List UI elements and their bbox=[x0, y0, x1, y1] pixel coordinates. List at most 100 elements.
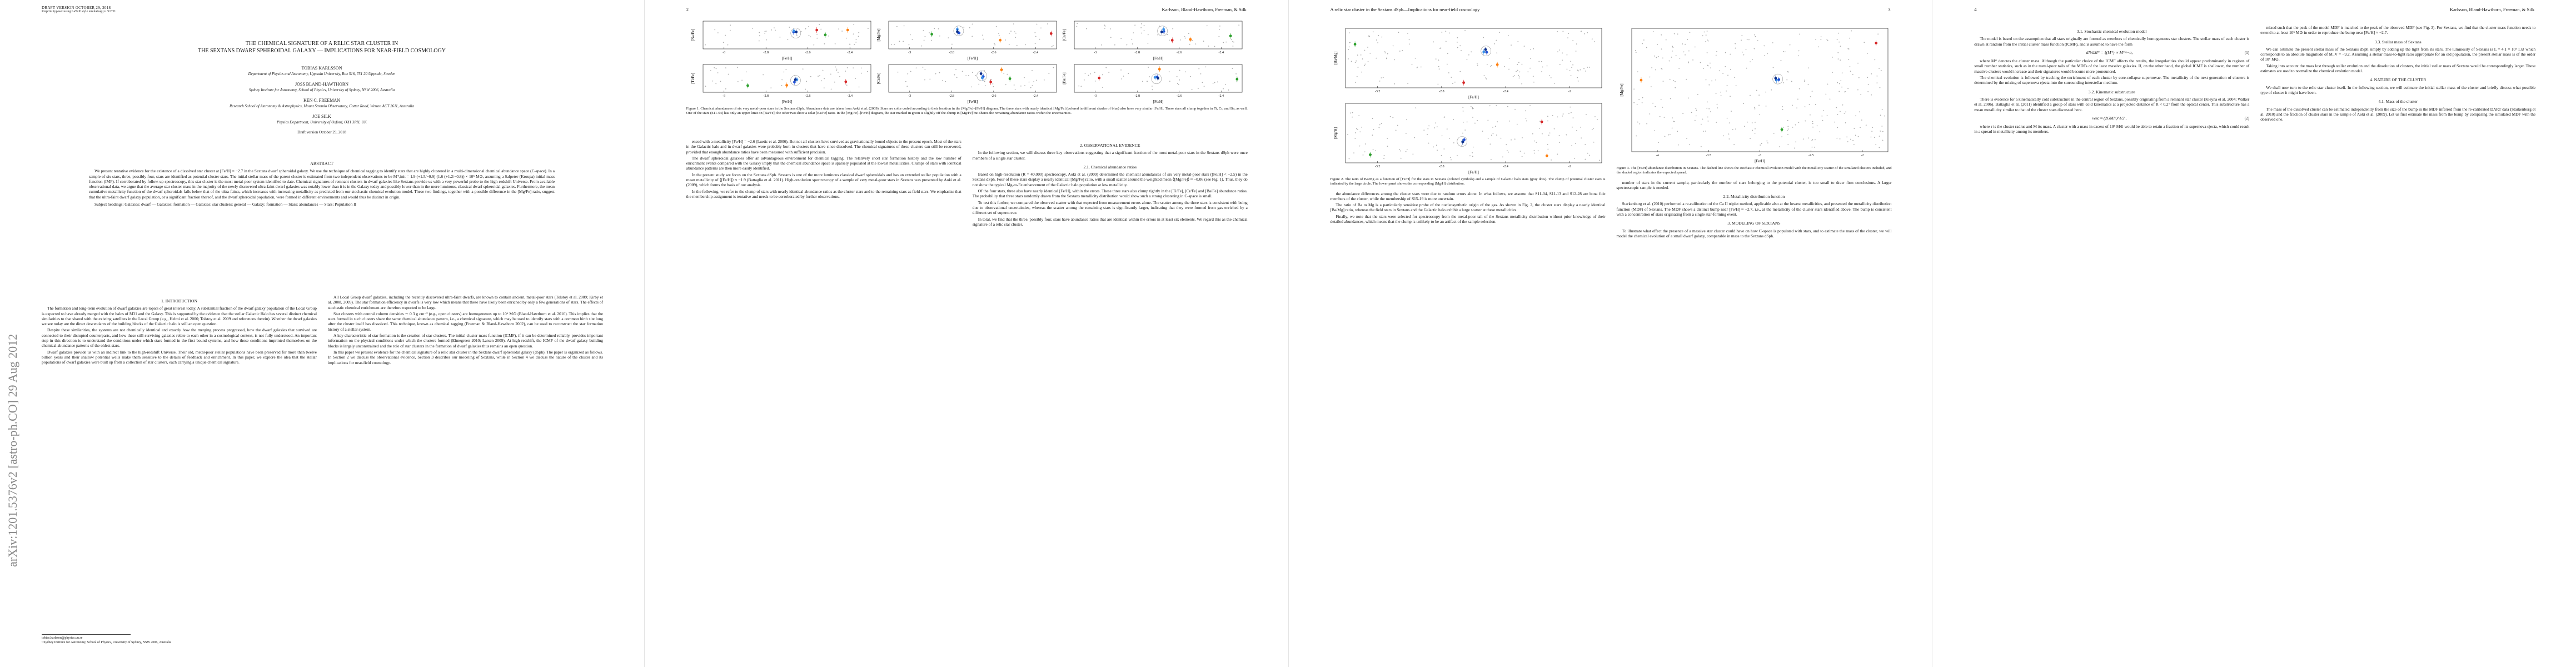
cluster-ring bbox=[790, 75, 801, 86]
background-star bbox=[963, 27, 964, 28]
star-marker bbox=[1545, 154, 1548, 157]
background-star bbox=[1472, 117, 1473, 118]
background-star bbox=[1867, 91, 1869, 92]
background-star bbox=[1689, 32, 1690, 33]
paragraph: where M* denotes the cluster mass. Altho… bbox=[1974, 58, 2250, 74]
star-marker bbox=[1773, 77, 1777, 80]
background-star bbox=[1651, 67, 1652, 68]
background-star bbox=[1826, 39, 1827, 41]
background-star bbox=[1507, 151, 1509, 153]
x-axis-label: [Fe/H] bbox=[1468, 170, 1479, 175]
star-marker bbox=[1170, 39, 1174, 42]
background-star bbox=[830, 73, 831, 75]
background-star bbox=[813, 44, 814, 46]
background-star bbox=[1728, 138, 1730, 140]
background-star bbox=[1733, 77, 1735, 78]
background-star bbox=[1454, 81, 1456, 83]
background-star bbox=[715, 68, 717, 69]
background-star bbox=[1811, 91, 1812, 92]
star-marker bbox=[1780, 128, 1783, 131]
background-star bbox=[1533, 152, 1535, 154]
background-star bbox=[1203, 41, 1204, 42]
background-star bbox=[1508, 57, 1510, 59]
background-star bbox=[1225, 41, 1227, 43]
background-star bbox=[1547, 120, 1548, 122]
background-star bbox=[1842, 104, 1843, 106]
background-star bbox=[944, 81, 946, 82]
background-star bbox=[1088, 74, 1089, 76]
star-marker bbox=[1156, 77, 1159, 79]
background-star bbox=[1668, 60, 1670, 62]
background-star bbox=[1858, 77, 1860, 78]
background-star bbox=[1572, 64, 1573, 66]
background-star bbox=[1732, 129, 1733, 130]
background-star bbox=[1787, 128, 1788, 130]
background-star bbox=[1427, 128, 1428, 130]
background-star bbox=[971, 72, 973, 73]
background-star bbox=[1879, 87, 1880, 88]
background-star bbox=[808, 26, 809, 27]
background-star bbox=[1347, 133, 1348, 135]
background-star bbox=[990, 79, 992, 81]
background-star bbox=[1546, 65, 1547, 67]
star-marker bbox=[1874, 42, 1877, 44]
background-star bbox=[1678, 68, 1680, 69]
background-star bbox=[1541, 133, 1543, 135]
background-star bbox=[1003, 73, 1004, 74]
background-star bbox=[1439, 48, 1441, 49]
background-star bbox=[1633, 88, 1635, 90]
background-star bbox=[1466, 121, 1468, 123]
figure-panel: -3 -2.8 -2.6 -2.4 [Fe/H] [Ti/Fe] bbox=[691, 64, 871, 104]
background-star bbox=[802, 68, 804, 70]
background-star bbox=[1349, 42, 1351, 43]
x-tick-label: -2.6 bbox=[991, 94, 996, 98]
star-marker bbox=[795, 31, 798, 33]
background-star bbox=[737, 67, 738, 68]
x-axis-label: [Fe/H] bbox=[781, 56, 792, 61]
background-star bbox=[1151, 86, 1153, 87]
background-star bbox=[1884, 115, 1885, 117]
background-star bbox=[1765, 91, 1766, 93]
background-star bbox=[1052, 45, 1054, 46]
background-star bbox=[1638, 99, 1640, 101]
background-star bbox=[1361, 71, 1362, 73]
background-star bbox=[1448, 137, 1450, 139]
background-star bbox=[1671, 56, 1672, 58]
background-star bbox=[1870, 94, 1872, 96]
background-star bbox=[858, 86, 860, 88]
background-star bbox=[1876, 75, 1877, 77]
background-star bbox=[1051, 46, 1053, 47]
background-star bbox=[1436, 145, 1437, 146]
background-star bbox=[1550, 159, 1552, 161]
background-star bbox=[1669, 134, 1671, 135]
paragraph: In the following section, we will discus… bbox=[972, 150, 1248, 161]
background-star bbox=[1533, 150, 1534, 151]
preprint-note: Preprint typeset using LaTeX style emula… bbox=[42, 10, 116, 13]
background-star bbox=[1094, 81, 1096, 82]
background-star bbox=[805, 28, 806, 29]
text-column: 3.1. Stochastic chemical evolution model… bbox=[1974, 25, 2249, 136]
background-star bbox=[1837, 58, 1838, 60]
x-tick-label: -2.6 bbox=[1177, 51, 1182, 54]
background-star bbox=[1538, 61, 1539, 62]
paragraph: The formation and long-term evolution of… bbox=[42, 306, 317, 327]
background-star bbox=[1813, 146, 1815, 148]
background-star bbox=[1362, 58, 1363, 59]
background-star bbox=[1230, 39, 1232, 41]
background-star bbox=[1364, 49, 1365, 51]
background-star bbox=[1688, 144, 1690, 146]
x-axis-label: [Fe/H] bbox=[967, 99, 978, 104]
background-star bbox=[1845, 91, 1846, 92]
background-star bbox=[1496, 135, 1497, 136]
background-star bbox=[781, 79, 783, 81]
background-star bbox=[1847, 88, 1848, 89]
background-star bbox=[1184, 71, 1186, 73]
background-star bbox=[1818, 131, 1820, 132]
paragraph: A key characteristic of star formation i… bbox=[328, 333, 603, 349]
x-tick-label: -3.5 bbox=[1706, 154, 1711, 157]
background-star bbox=[1547, 116, 1548, 117]
background-star bbox=[1490, 159, 1492, 160]
background-star bbox=[1023, 77, 1025, 78]
background-star bbox=[1523, 46, 1524, 47]
background-star bbox=[1728, 122, 1730, 124]
